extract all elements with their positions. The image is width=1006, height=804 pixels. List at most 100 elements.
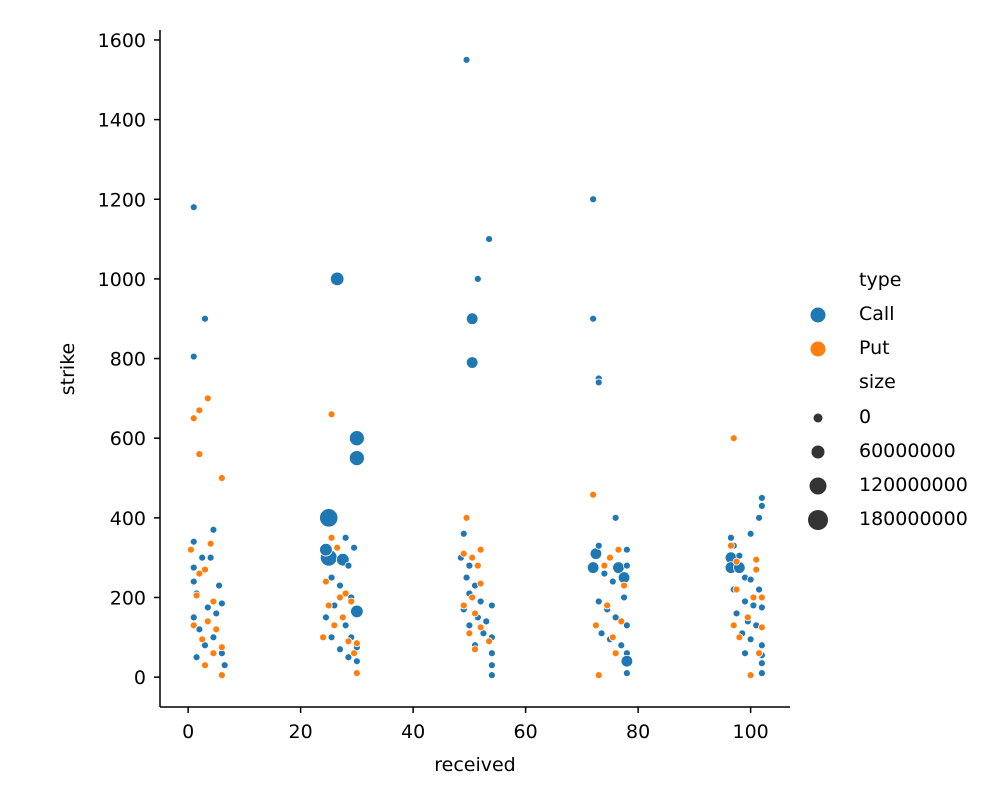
point-call — [465, 561, 474, 570]
legend-size-marker-3 — [808, 510, 828, 530]
point-put — [755, 649, 763, 658]
point-put — [752, 565, 761, 574]
point-put — [600, 561, 609, 570]
point-put — [206, 539, 215, 548]
point-call — [746, 575, 755, 584]
point-put — [465, 629, 474, 638]
point-call — [459, 529, 468, 538]
point-put — [732, 557, 741, 566]
point-put — [324, 601, 333, 610]
point-put — [336, 593, 344, 602]
point-put — [322, 577, 330, 586]
point-put — [757, 593, 766, 602]
point-call — [189, 203, 198, 212]
point-call — [344, 653, 353, 662]
point-call — [611, 513, 620, 522]
point-put — [473, 561, 482, 570]
point-call — [348, 450, 365, 467]
y-tick-label: 800 — [110, 349, 146, 371]
point-put — [338, 613, 347, 622]
point-call — [462, 573, 471, 582]
point-call — [327, 573, 336, 582]
point-put — [735, 633, 744, 642]
legend-marker-put — [810, 341, 826, 357]
point-put — [468, 593, 477, 602]
x-tick-label: 100 — [732, 721, 768, 743]
y-tick-label: 1000 — [98, 269, 146, 291]
point-call — [755, 585, 763, 594]
point-call — [209, 525, 218, 534]
legend-title-type: type — [859, 269, 901, 291]
y-tick-label: 600 — [110, 428, 146, 450]
point-call — [329, 271, 345, 287]
x-tick-label: 80 — [626, 721, 650, 743]
point-call — [189, 563, 198, 572]
point-put — [757, 623, 766, 632]
x-tick-label: 0 — [182, 721, 194, 743]
point-call — [217, 599, 226, 608]
point-call — [757, 501, 766, 510]
point-put — [476, 545, 485, 554]
point-put — [462, 513, 471, 522]
y-tick-label: 1200 — [98, 189, 146, 211]
point-put — [729, 434, 738, 443]
points-layer — [187, 55, 766, 680]
point-call — [611, 613, 620, 622]
point-put — [203, 394, 212, 403]
point-put — [594, 671, 603, 680]
point-call — [757, 641, 766, 650]
point-put — [187, 545, 195, 554]
point-call — [589, 314, 598, 323]
point-put — [727, 541, 735, 550]
point-put — [459, 601, 468, 610]
point-call — [336, 645, 344, 654]
point-call — [350, 543, 358, 552]
point-call — [487, 601, 496, 610]
point-call — [336, 581, 344, 590]
legend-size-label-3: 180000000 — [859, 508, 968, 530]
point-call — [212, 609, 221, 618]
point-call — [622, 621, 631, 630]
point-call — [755, 513, 763, 522]
point-put — [212, 625, 221, 634]
point-call — [465, 621, 474, 630]
point-call — [465, 312, 479, 325]
point-put — [341, 589, 350, 598]
x-tick-label: 60 — [514, 721, 538, 743]
point-call — [473, 274, 482, 283]
legend-size-marker-0 — [813, 413, 823, 423]
point-call — [622, 561, 631, 570]
point-put — [611, 649, 620, 658]
point-put — [201, 565, 209, 574]
point-put — [729, 621, 738, 630]
point-call — [215, 581, 223, 590]
point-put — [617, 617, 626, 626]
point-put — [192, 591, 201, 600]
point-put — [201, 661, 209, 670]
point-call — [757, 669, 766, 678]
point-put — [195, 450, 204, 459]
point-call — [757, 659, 766, 668]
point-put — [209, 597, 218, 606]
point-put — [347, 597, 356, 606]
x-ticks: 0 20 40 60 80 100 — [182, 707, 769, 743]
legend: type Call Put size 0 60000000 120000000 … — [808, 269, 968, 530]
y-ticks: 0 200 400 600 800 1000 1200 1400 1600 — [98, 30, 160, 689]
point-put — [217, 671, 226, 680]
point-call — [476, 597, 485, 606]
point-put — [476, 623, 485, 632]
point-put — [606, 553, 614, 562]
point-call — [622, 545, 631, 554]
point-put — [350, 649, 358, 658]
point-put — [614, 545, 623, 554]
y-tick-label: 1400 — [98, 110, 146, 132]
point-call — [594, 541, 603, 550]
point-call — [617, 641, 626, 650]
point-call — [589, 195, 598, 204]
point-put — [189, 621, 198, 630]
point-put — [592, 621, 600, 630]
legend-marker-call — [810, 307, 826, 323]
point-call — [757, 603, 766, 612]
legend-size-label-1: 60000000 — [859, 440, 956, 462]
